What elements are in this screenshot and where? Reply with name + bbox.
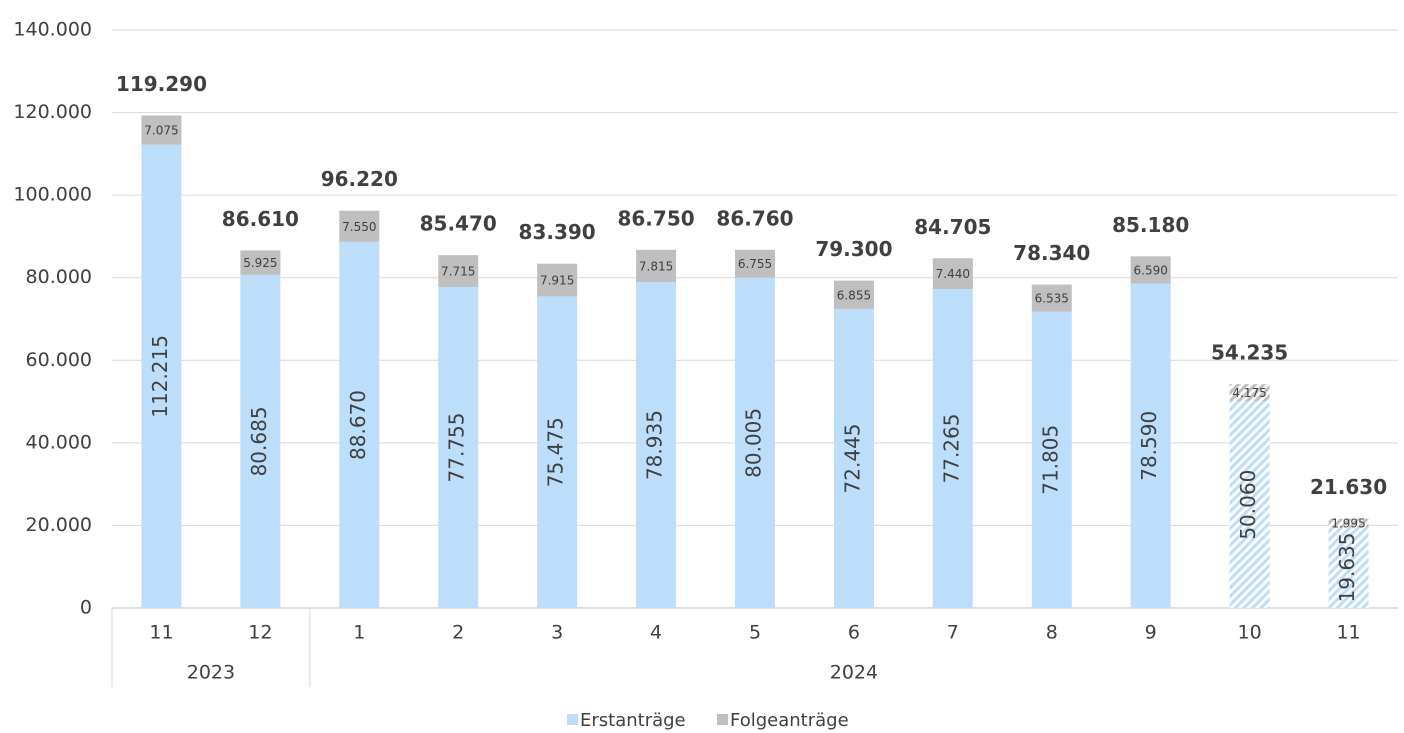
segment-label: 6.590 <box>1134 263 1168 277</box>
y-tick-label: 100.000 <box>13 184 92 206</box>
segment-label: 7.915 <box>540 274 574 288</box>
bar-segment <box>1328 518 1369 527</box>
bar-segment <box>1328 526 1369 608</box>
y-tick-label: 20.000 <box>26 514 92 536</box>
legend-label: Folgeanträge <box>730 710 849 731</box>
group-label: 2024 <box>830 662 878 684</box>
segment-label: 19.635 <box>1335 532 1359 602</box>
y-tick-label: 0 <box>80 597 92 619</box>
total-label: 86.610 <box>222 207 299 231</box>
x-tick-label: 3 <box>551 622 563 644</box>
y-tick-label: 60.000 <box>26 349 92 371</box>
total-label: 79.300 <box>815 237 892 261</box>
y-tick-label: 120.000 <box>13 101 92 123</box>
group-label: 2023 <box>187 662 235 684</box>
legend-swatch <box>567 714 578 725</box>
bar-segment <box>1031 311 1072 608</box>
total-label: 78.340 <box>1013 241 1090 265</box>
bar-segment <box>932 289 973 608</box>
total-label: 119.290 <box>116 72 207 96</box>
bar-segment <box>438 255 479 287</box>
bar-segment <box>339 241 380 609</box>
x-tick-label: 2 <box>452 622 464 644</box>
bar-segment <box>1229 384 1270 402</box>
total-label: 21.630 <box>1310 475 1387 499</box>
segment-label: 7.715 <box>441 265 475 279</box>
segment-label: 5.925 <box>243 256 277 270</box>
bar-segment <box>1229 401 1270 608</box>
segment-label: 112.215 <box>148 335 172 418</box>
x-tick-label: 11 <box>149 622 173 644</box>
y-tick-label: 40.000 <box>26 431 92 453</box>
x-tick-label: 7 <box>947 622 959 644</box>
x-tick-label: 11 <box>1336 622 1360 644</box>
total-label: 54.235 <box>1211 341 1288 365</box>
bar-segment <box>735 249 775 278</box>
bar-segment <box>833 308 874 608</box>
segment-label: 77.755 <box>445 412 469 482</box>
legend-label: Erstanträge <box>580 710 686 731</box>
segment-label: 77.265 <box>939 414 963 484</box>
bar-segment <box>1130 283 1171 608</box>
bar-segment <box>1031 284 1072 312</box>
total-label: 86.750 <box>617 206 694 230</box>
x-tick-label: 5 <box>749 622 761 644</box>
segment-label: 7.815 <box>639 259 673 273</box>
bar-segment <box>339 210 380 242</box>
segment-label: 80.005 <box>742 408 766 478</box>
bar-segment <box>735 277 775 608</box>
segment-label: 7.440 <box>936 267 970 281</box>
segment-label: 7.550 <box>342 220 376 234</box>
x-tick-label: 4 <box>650 622 662 644</box>
segment-label: 6.855 <box>837 288 871 302</box>
segment-label: 7.075 <box>144 124 178 138</box>
segment-label: 75.475 <box>544 417 568 487</box>
bar-segment <box>141 115 182 145</box>
bar-segment <box>240 250 281 275</box>
y-tick-label: 140.000 <box>13 19 92 41</box>
segment-label: 78.935 <box>643 410 667 480</box>
segment-label: 6.535 <box>1035 292 1069 306</box>
bar-segment <box>1130 256 1171 284</box>
bar-segment <box>240 274 281 608</box>
total-label: 85.470 <box>420 212 497 236</box>
segment-label: 6.755 <box>738 257 772 271</box>
x-tick-label: 6 <box>848 622 860 644</box>
bar-segment <box>537 263 578 297</box>
x-tick-label: 1 <box>353 622 365 644</box>
bar-segment <box>636 249 677 283</box>
segment-label: 88.670 <box>346 390 370 460</box>
legend-swatch <box>717 714 728 725</box>
segment-label: 50.060 <box>1236 470 1260 540</box>
bar-segment <box>636 282 677 608</box>
total-label: 85.180 <box>1112 213 1189 237</box>
total-label: 84.705 <box>914 215 991 239</box>
segment-label: 78.590 <box>1137 411 1161 481</box>
total-label: 83.390 <box>519 220 596 244</box>
x-tick-label: 8 <box>1046 622 1058 644</box>
bar-segment <box>932 258 973 290</box>
bar-segment <box>141 144 182 609</box>
total-label: 96.220 <box>321 167 398 191</box>
segment-label: 71.805 <box>1038 425 1062 495</box>
segment-label: 1.995 <box>1331 516 1365 530</box>
x-tick-label: 9 <box>1145 622 1157 644</box>
segment-label: 4.175 <box>1232 386 1266 400</box>
y-tick-label: 80.000 <box>26 266 92 288</box>
bar-segment <box>833 280 874 309</box>
bar-segment <box>537 296 578 608</box>
x-tick-label: 12 <box>248 622 272 644</box>
bar-segment <box>438 286 479 608</box>
segment-label: 72.445 <box>840 423 864 493</box>
segment-label: 80.685 <box>247 406 271 476</box>
total-label: 86.760 <box>716 206 793 230</box>
x-tick-label: 10 <box>1238 622 1262 644</box>
